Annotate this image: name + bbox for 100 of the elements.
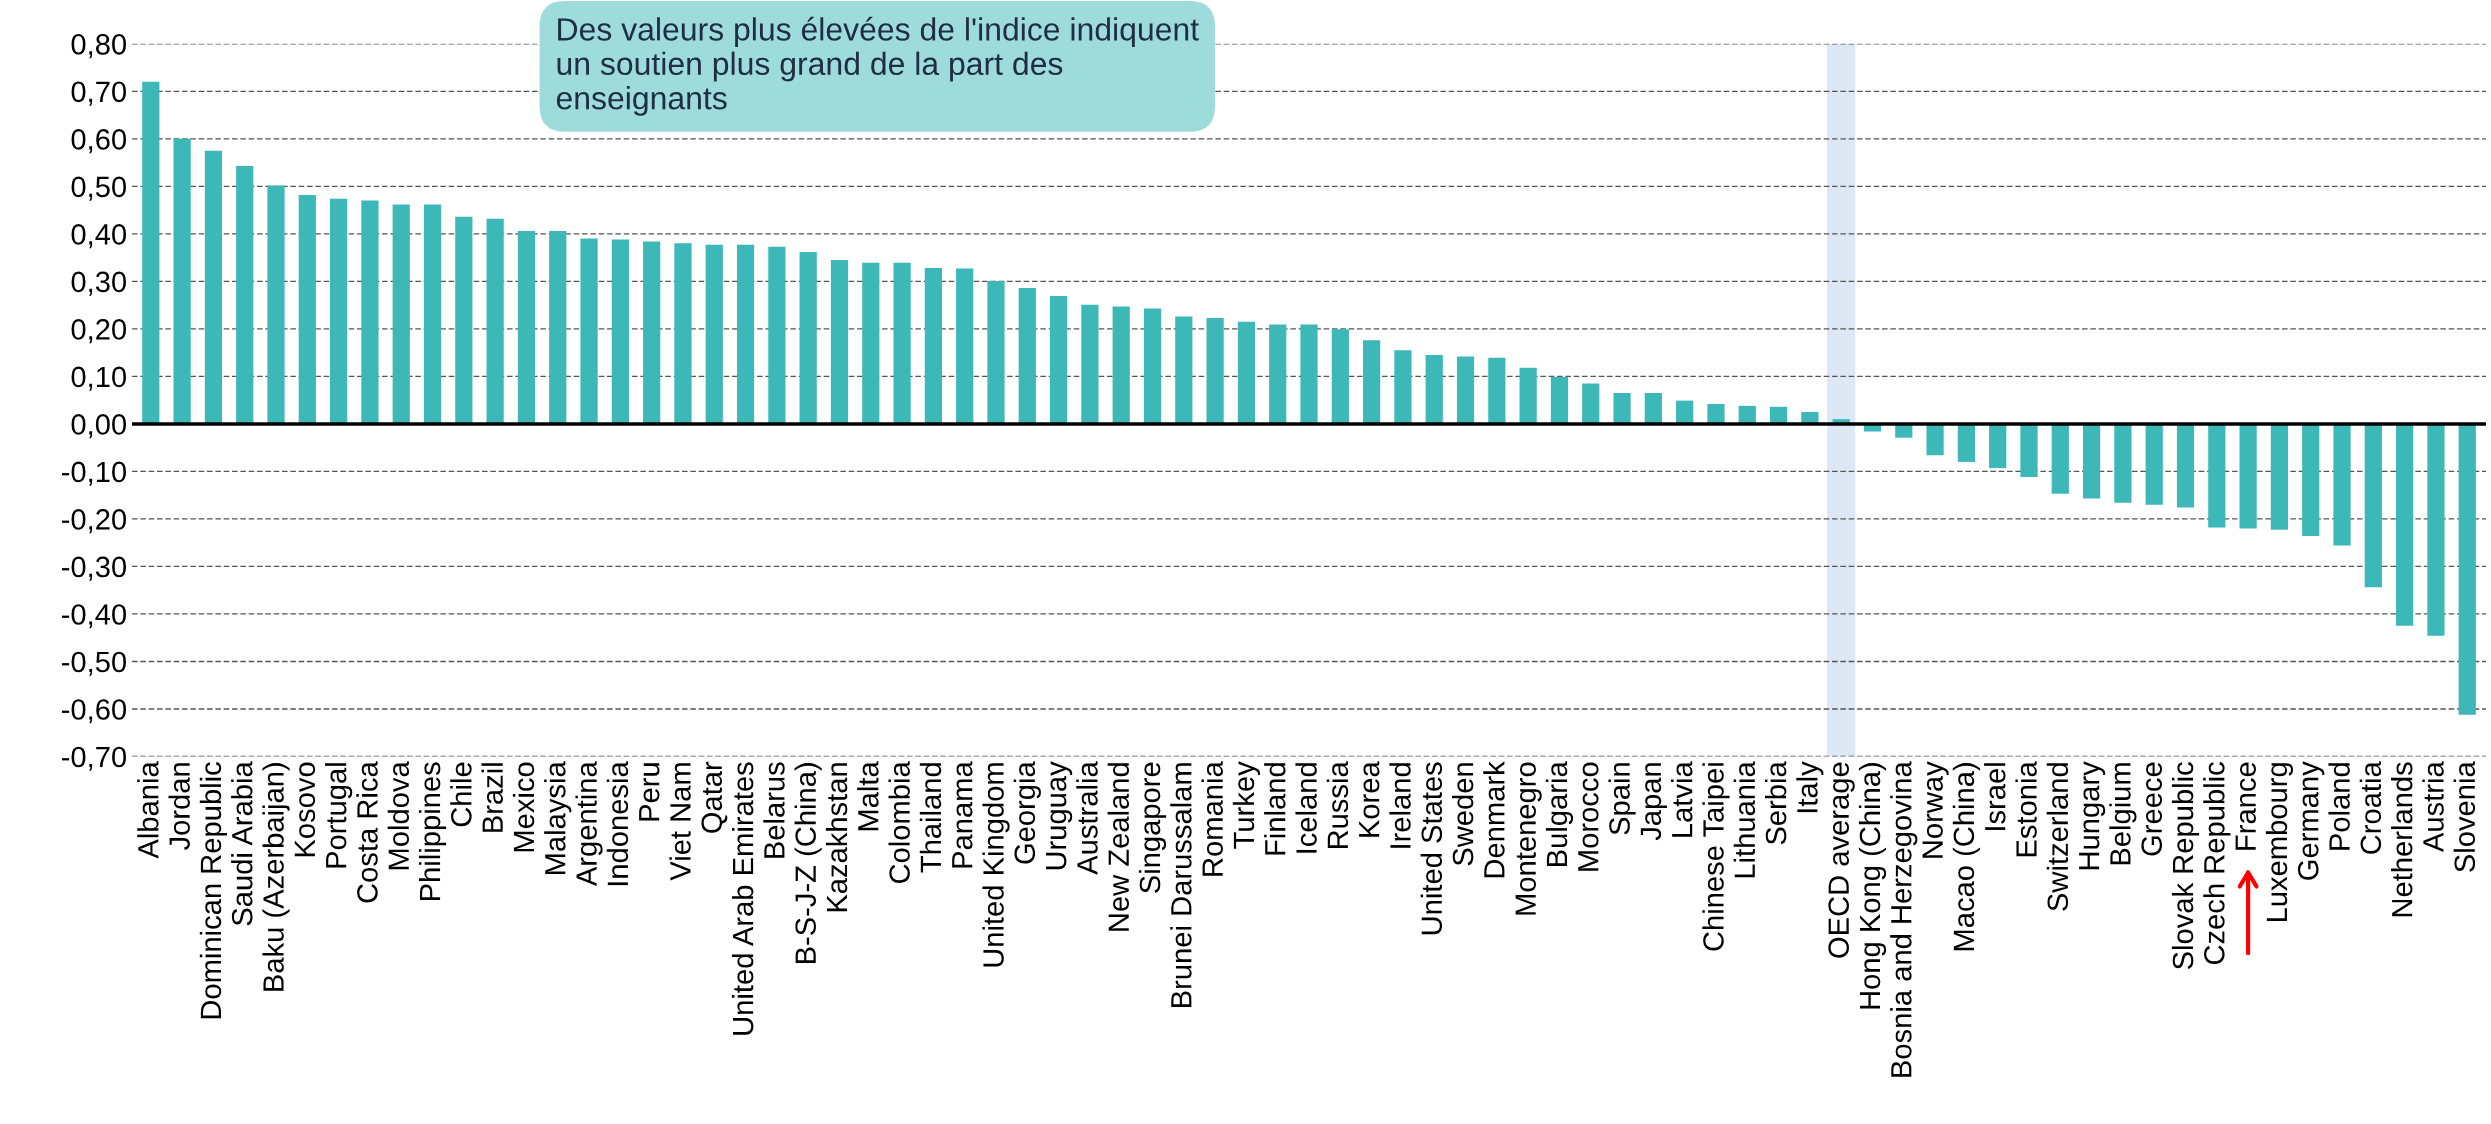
bar <box>2333 423 2351 546</box>
bar <box>2020 423 2038 478</box>
bar <box>1331 329 1349 424</box>
bar <box>1957 423 1975 462</box>
x-tick-label: Sweden <box>1451 763 1474 866</box>
bar <box>893 262 911 424</box>
bar <box>1206 317 1224 424</box>
bar <box>1613 393 1631 424</box>
y-tick-label: 0,10 <box>71 366 127 391</box>
x-tick-label: Romania <box>1201 761 1223 876</box>
x-tick-label: Dominican Republic <box>199 762 228 1019</box>
bar <box>1989 423 2007 469</box>
y-tick-label: -0,40 <box>61 604 127 629</box>
bar <box>1394 350 1412 424</box>
bar <box>2114 423 2132 503</box>
x-tick-label: Croatia <box>2359 761 2382 854</box>
x-tick-label: Viet Nam <box>669 763 691 881</box>
y-tick-label: 0,20 <box>71 319 127 344</box>
x-tick-label: United Kingdom <box>982 763 1010 967</box>
x-tick-label: Portugal <box>325 763 353 868</box>
x-tick-label: Saudi Arabia <box>231 761 253 926</box>
x-tick-label: Thailand <box>919 763 942 873</box>
bar <box>1550 376 1569 424</box>
x-tick-label: Jordan <box>168 763 190 851</box>
y-tick-label: 0,80 <box>71 34 127 59</box>
x-tick-label: Panama <box>952 761 973 868</box>
bar <box>674 243 692 424</box>
x-tick-label: Macao (China) <box>1952 763 1980 951</box>
x-tick-label: Costa Rica <box>356 761 378 903</box>
x-tick-label: United States <box>1420 762 1443 935</box>
bar <box>2396 423 2414 626</box>
x-tick-label: Hungary <box>2079 761 2106 870</box>
bar <box>204 150 223 424</box>
bar <box>298 194 316 424</box>
x-tick-label: Belarus <box>763 762 785 858</box>
x-tick-label: Mexico <box>512 762 535 852</box>
x-tick-label: Estonia <box>2015 761 2037 857</box>
bar <box>517 231 536 424</box>
bar <box>1644 393 1662 424</box>
bar <box>2270 423 2289 530</box>
bar <box>236 165 254 424</box>
x-tick-label: Malaysia <box>544 761 572 874</box>
x-tick-label: Netherlands <box>2391 762 2413 917</box>
x-tick-label: Slovak Republic <box>2171 762 2200 970</box>
bar <box>2427 423 2445 636</box>
x-tick-label: Norway <box>1922 761 1949 858</box>
x-tick-label: Montenegro <box>1515 762 1542 915</box>
x-tick-label: United Arab Emirates <box>731 762 754 1035</box>
x-tick-label: Hong Kong (China) <box>1858 763 1887 1009</box>
x-tick-label: Belgium <box>2109 763 2137 865</box>
bar <box>736 244 755 424</box>
bar <box>2145 423 2163 505</box>
x-tick-label: Czech Republic <box>2203 762 2231 965</box>
bar <box>1018 288 1036 424</box>
bar <box>2176 423 2195 508</box>
x-tick-label: Austria <box>2422 761 2444 853</box>
bar <box>1175 316 1193 424</box>
x-tick-label: Finland <box>1264 763 1286 855</box>
bar <box>361 200 379 424</box>
x-tick-label: Spain <box>1608 763 1636 835</box>
y-tick-label: -0,60 <box>61 699 127 724</box>
bar <box>1143 308 1162 424</box>
x-tick-label: Chinese Taipei <box>1702 763 1730 951</box>
x-tick-label: Japan <box>1640 763 1667 841</box>
x-tick-label: Germany <box>2297 761 2325 880</box>
bar <box>1488 357 1506 424</box>
x-tick-label: Italy <box>1796 761 1824 813</box>
bar <box>1269 324 1287 424</box>
bar <box>830 260 849 424</box>
bar <box>1456 356 1475 424</box>
x-tick-label: Luxembourg <box>2265 763 2294 922</box>
bar <box>142 81 160 424</box>
x-tick-label: Philippines <box>418 762 447 900</box>
y-tick-label: 0,40 <box>71 224 127 249</box>
y-tick-label: -0,70 <box>61 746 127 771</box>
x-tick-label: Greece <box>2141 762 2163 856</box>
y-tick-label: 0,60 <box>71 129 127 154</box>
bar <box>2364 423 2382 588</box>
bar <box>1237 321 1256 424</box>
bar <box>705 244 723 424</box>
x-tick-label: Georgia <box>1013 761 1041 864</box>
x-tick-label: Australia <box>1076 761 1098 875</box>
bar <box>580 238 598 424</box>
bar <box>768 246 786 424</box>
x-tick-label: Israel <box>1984 763 2006 830</box>
x-tick-label: Indonesia <box>606 761 629 886</box>
x-tick-label: Peru <box>639 763 660 821</box>
y-tick-label: 0,30 <box>71 271 127 296</box>
x-tick-label: Lithuania <box>1733 761 1756 878</box>
x-tick-label: Baku (Azerbaijan) <box>262 763 290 991</box>
x-tick-label: Malta <box>857 761 879 831</box>
x-tick-label: Bosnia and Herzegovina <box>1890 761 1918 1077</box>
bar <box>330 198 348 424</box>
bar <box>799 251 817 424</box>
bar <box>2302 423 2320 537</box>
bar <box>1112 306 1130 424</box>
x-tick-label: B-S-J-Z (China) <box>794 763 822 964</box>
x-tick-label: Denmark <box>1483 761 1505 878</box>
x-tick-label: OECD average <box>1828 762 1855 958</box>
x-tick-label: Morocco <box>1578 762 1599 871</box>
